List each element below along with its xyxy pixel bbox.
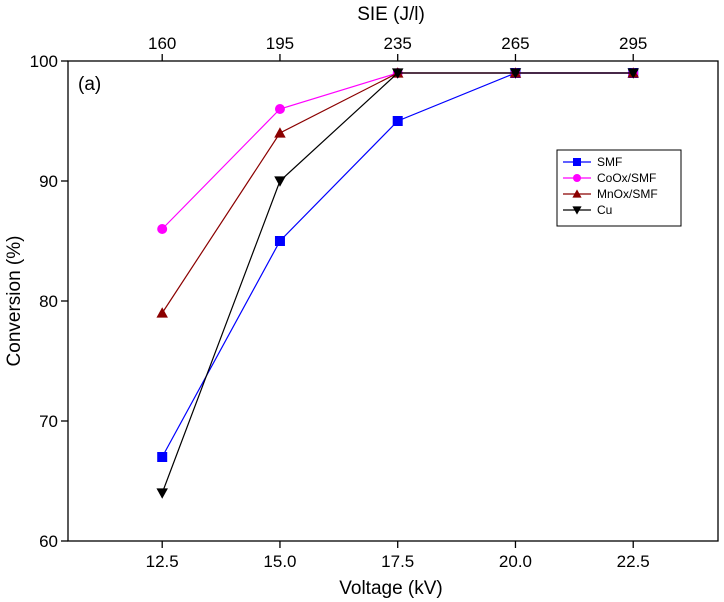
x2-tick-label: 235 <box>384 34 412 53</box>
series-line <box>161 72 634 458</box>
y-tick-label: 90 <box>39 172 58 191</box>
legend-label: Cu <box>597 203 612 217</box>
legend-label: CoOx/SMF <box>597 171 656 185</box>
series-line <box>161 72 634 494</box>
data-point <box>274 104 285 114</box>
x-tick-label: 17.5 <box>381 552 414 571</box>
y-tick-label: 60 <box>39 532 58 551</box>
x-tick-label: 20.0 <box>499 552 532 571</box>
data-point <box>157 224 168 234</box>
x2-tick-label: 295 <box>619 34 647 53</box>
legend-label: SMF <box>597 155 622 169</box>
legend-marker <box>573 158 581 166</box>
y-tick-label: 100 <box>30 52 58 71</box>
data-point <box>156 307 168 318</box>
data-point <box>274 236 285 246</box>
legend-label: MnOx/SMF <box>597 187 658 201</box>
y-tick-label: 70 <box>39 412 58 431</box>
data-point <box>391 68 404 79</box>
series-smf <box>157 68 639 462</box>
x2-tick-label: 265 <box>501 34 529 53</box>
legend-marker <box>573 174 581 182</box>
x2-axis-title: SIE (J/l) <box>357 4 425 25</box>
x-axis-title: Voltage (kV) <box>339 578 443 599</box>
legend-marker <box>572 206 582 215</box>
data-point <box>627 68 639 79</box>
data-point <box>392 116 403 126</box>
x-tick-label: 15.0 <box>263 552 296 571</box>
x-tick-label: 22.5 <box>617 552 650 571</box>
x-tick-label: 12.5 <box>146 552 179 571</box>
plot-frame <box>67 60 719 542</box>
y-axis-title: Conversion (%) <box>4 236 25 367</box>
legend-marker <box>572 189 582 198</box>
data-point <box>157 452 168 462</box>
x2-tick-label: 195 <box>266 34 294 53</box>
data-point <box>274 127 286 138</box>
data-point <box>156 488 168 499</box>
legend: SMF CoOx/SMF MnOx/SMF Cu <box>556 149 682 227</box>
data-point <box>274 176 286 187</box>
series-layer <box>156 67 639 499</box>
y-tick-label: 80 <box>39 292 58 311</box>
series-cu <box>156 68 639 499</box>
data-point <box>509 68 522 79</box>
x2-tick-label: 160 <box>148 34 176 53</box>
axes-layer: 60 70 80 90 100 12.5 160 15.0 195 17.5 235 20.0 265 2… <box>30 34 719 571</box>
panel-label: (a) <box>78 74 101 95</box>
